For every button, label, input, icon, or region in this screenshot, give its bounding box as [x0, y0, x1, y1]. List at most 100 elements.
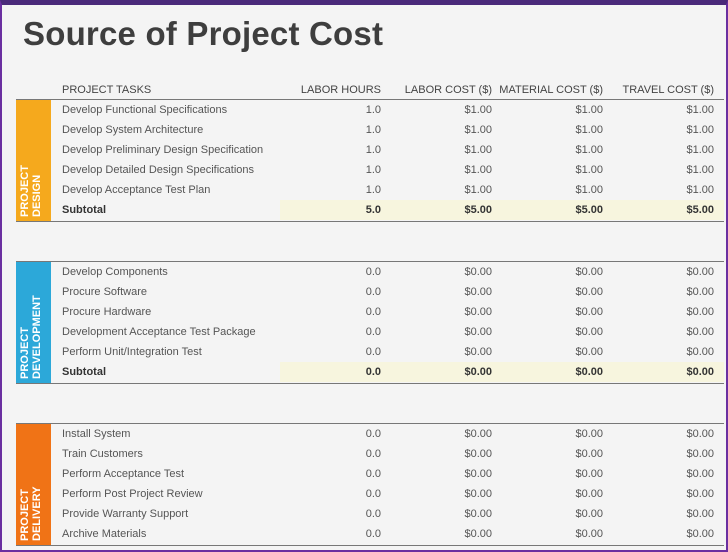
task-name: Subtotal: [62, 204, 106, 216]
material-cost: $1.00: [575, 144, 603, 156]
task-name: Develop Detailed Design Specifications: [62, 164, 254, 176]
task-name: Train Customers: [62, 448, 143, 460]
task-name: Perform Acceptance Test: [62, 468, 185, 480]
table-row[interactable]: Provide Warranty Support 0.0 $0.00 $0.00 $0.…: [51, 504, 724, 524]
labor-hours: 0.0: [365, 286, 381, 298]
table-row[interactable]: Develop Detailed Design Specifications 1.…: [51, 160, 724, 180]
header-labor-hours: LABOR HOURS: [300, 84, 381, 96]
table-row[interactable]: Install System 0.0 $0.00 $0.00 $0.00: [51, 424, 724, 444]
travel-cost: $0.00: [686, 326, 714, 338]
travel-cost: $5.00: [686, 204, 714, 216]
table-row[interactable]: Perform Unit/Integration Test 0.0 $0.00 $0.…: [51, 342, 724, 362]
material-cost: $0.00: [575, 306, 603, 318]
labor-hours: 0.0: [365, 528, 381, 540]
table-row[interactable]: Develop Components 0.0 $0.00 $0.00 $0.00: [51, 262, 724, 282]
labor-cost: $0.00: [464, 488, 492, 500]
travel-cost: $0.00: [686, 346, 714, 358]
travel-cost: $0.00: [686, 488, 714, 500]
material-cost: $1.00: [575, 164, 603, 176]
section-band: PROJECT DESIGN: [16, 100, 51, 221]
page-title: Source of Project Cost: [23, 15, 384, 52]
subtotal-row[interactable]: Subtotal 0.0 $0.00 $0.00 $0.00: [51, 362, 724, 382]
labor-cost: $0.00: [464, 266, 492, 278]
labor-hours: 0.0: [365, 366, 381, 378]
task-name: Provide Warranty Support: [62, 508, 189, 520]
table-row[interactable]: Development Acceptance Test Package 0.0 $0…: [51, 322, 724, 342]
material-cost: $0.00: [575, 488, 603, 500]
table-row[interactable]: Perform Acceptance Test 0.0 $0.00 $0.00 $0.0…: [51, 464, 724, 484]
task-name: Develop Acceptance Test Plan: [62, 184, 211, 196]
material-cost: $1.00: [575, 184, 603, 196]
material-cost: $5.00: [575, 204, 603, 216]
material-cost: $0.00: [575, 326, 603, 338]
labor-cost: $0.00: [464, 346, 492, 358]
travel-cost: $0.00: [686, 528, 714, 540]
table-row[interactable]: Develop Functional Specifications 1.0 $1.0…: [51, 100, 724, 120]
material-cost: $0.00: [575, 428, 603, 440]
labor-hours: 0.0: [365, 306, 381, 318]
subtotal-row[interactable]: Subtotal 5.0 $5.00 $5.00 $5.00: [51, 200, 724, 220]
table-row[interactable]: Perform Post Project Review 0.0 $0.00 $0.00…: [51, 484, 724, 504]
labor-cost: $1.00: [464, 124, 492, 136]
travel-cost: $0.00: [686, 306, 714, 318]
task-name: Procure Hardware: [62, 306, 152, 318]
labor-hours: 0.0: [365, 266, 381, 278]
section-label: PROJECT DEVELOPMENT: [19, 295, 43, 379]
table-row[interactable]: Procure Software 0.0 $0.00 $0.00 $0.00: [51, 282, 724, 302]
section-band: PROJECT DEVELOPMENT: [16, 262, 51, 383]
labor-hours: 0.0: [365, 468, 381, 480]
labor-hours: 0.0: [365, 346, 381, 358]
table-row[interactable]: Archive Materials 0.0 $0.00 $0.00 $0.00: [51, 524, 724, 544]
material-cost: $0.00: [575, 346, 603, 358]
table-row[interactable]: Develop Acceptance Test Plan 1.0 $1.00 $1.0…: [51, 180, 724, 200]
task-name: Install System: [62, 428, 131, 440]
table-row[interactable]: Train Customers 0.0 $0.00 $0.00 $0.00: [51, 444, 724, 464]
table-row[interactable]: Develop Preliminary Design Specification…: [51, 140, 724, 160]
material-cost: $1.00: [575, 104, 603, 116]
travel-cost: $0.00: [686, 266, 714, 278]
section-label: PROJECT DESIGN: [19, 165, 43, 217]
header-material-cost: MATERIAL COST ($): [499, 84, 603, 96]
material-cost: $0.00: [575, 266, 603, 278]
header-travel-cost: TRAVEL COST ($): [622, 84, 714, 96]
task-name: Develop System Architecture: [62, 124, 204, 136]
travel-cost: $0.00: [686, 468, 714, 480]
task-name: Develop Preliminary Design Specification: [62, 144, 264, 156]
labor-hours: 1.0: [365, 104, 381, 116]
material-cost: $0.00: [575, 528, 603, 540]
labor-hours: 0.0: [365, 508, 381, 520]
material-cost: $0.00: [575, 468, 603, 480]
table-row[interactable]: Procure Hardware 0.0 $0.00 $0.00 $0.00: [51, 302, 724, 322]
labor-cost: $0.00: [464, 528, 492, 540]
section-band: PROJECT DELIVERY: [16, 424, 51, 545]
task-name: Development Acceptance Test Package: [62, 326, 256, 338]
labor-cost: $0.00: [464, 286, 492, 298]
table-header: PROJECT TASKS LABOR HOURS LABOR COST ($)…: [0, 83, 728, 99]
labor-cost: $0.00: [464, 326, 492, 338]
travel-cost: $1.00: [686, 124, 714, 136]
labor-hours: 0.0: [365, 488, 381, 500]
travel-cost: $0.00: [686, 286, 714, 298]
table-row[interactable]: Develop System Architecture 1.0 $1.00 $1.00…: [51, 120, 724, 140]
labor-hours: 5.0: [365, 204, 381, 216]
material-cost: $0.00: [575, 286, 603, 298]
section-label: PROJECT DELIVERY: [19, 486, 43, 541]
task-name: Subtotal: [62, 366, 106, 378]
labor-cost: $0.00: [464, 468, 492, 480]
section-delivery: PROJECT DELIVERY Install System 0.0 $0.00 $0…: [16, 423, 724, 546]
labor-cost: $0.00: [464, 448, 492, 460]
material-cost: $1.00: [575, 124, 603, 136]
travel-cost: $1.00: [686, 164, 714, 176]
task-name: Develop Functional Specifications: [62, 104, 228, 116]
labor-cost: $1.00: [464, 184, 492, 196]
material-cost: $0.00: [575, 366, 603, 378]
header-tasks: PROJECT TASKS: [62, 84, 152, 96]
labor-cost: $1.00: [464, 164, 492, 176]
section-development: PROJECT DEVELOPMENT Develop Components 0.0…: [16, 261, 724, 384]
travel-cost: $0.00: [686, 366, 714, 378]
travel-cost: $1.00: [686, 184, 714, 196]
labor-hours: 0.0: [365, 448, 381, 460]
task-name: Procure Software: [62, 286, 147, 298]
material-cost: $0.00: [575, 448, 603, 460]
labor-hours: 0.0: [365, 326, 381, 338]
